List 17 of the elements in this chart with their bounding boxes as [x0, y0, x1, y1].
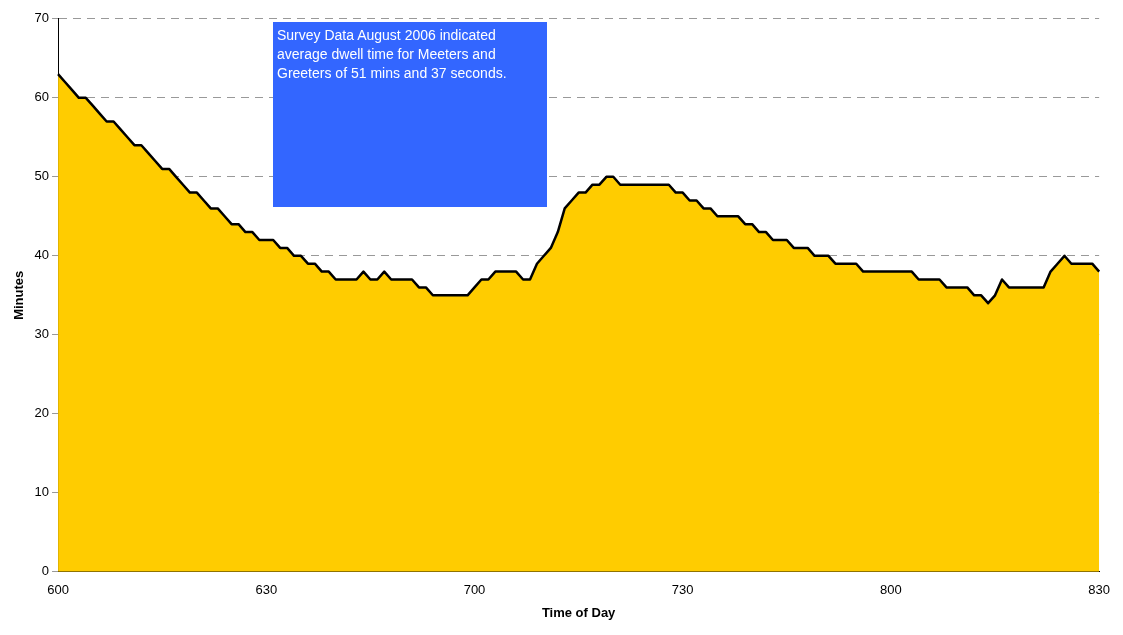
y-tick-label: 70 — [34, 10, 50, 26]
x-tick-label: 600 — [47, 582, 69, 598]
y-tick-label: 60 — [34, 89, 50, 105]
y-axis-title: Minutes — [11, 270, 27, 320]
y-tick-label: 10 — [34, 484, 50, 500]
y-tick-label: 40 — [34, 247, 50, 263]
y-tick-label: 20 — [34, 405, 50, 421]
y-tick-label: 30 — [34, 326, 50, 342]
x-tick-label: 700 — [463, 582, 486, 598]
x-tick-label: 630 — [255, 582, 278, 598]
x-tick-label: 800 — [880, 582, 902, 598]
y-tick-label: 50 — [34, 168, 50, 184]
y-tick-label: 0 — [41, 563, 50, 579]
note-box: Survey Data August 2006 indicated average dwell time for Meeters and Greeters of 51 mins and 37 seconds. — [273, 22, 547, 207]
x-axis-title: Time of Day — [541, 604, 617, 620]
x-tick-label: 730 — [671, 582, 694, 598]
x-tick-label: 830 — [1088, 582, 1111, 598]
